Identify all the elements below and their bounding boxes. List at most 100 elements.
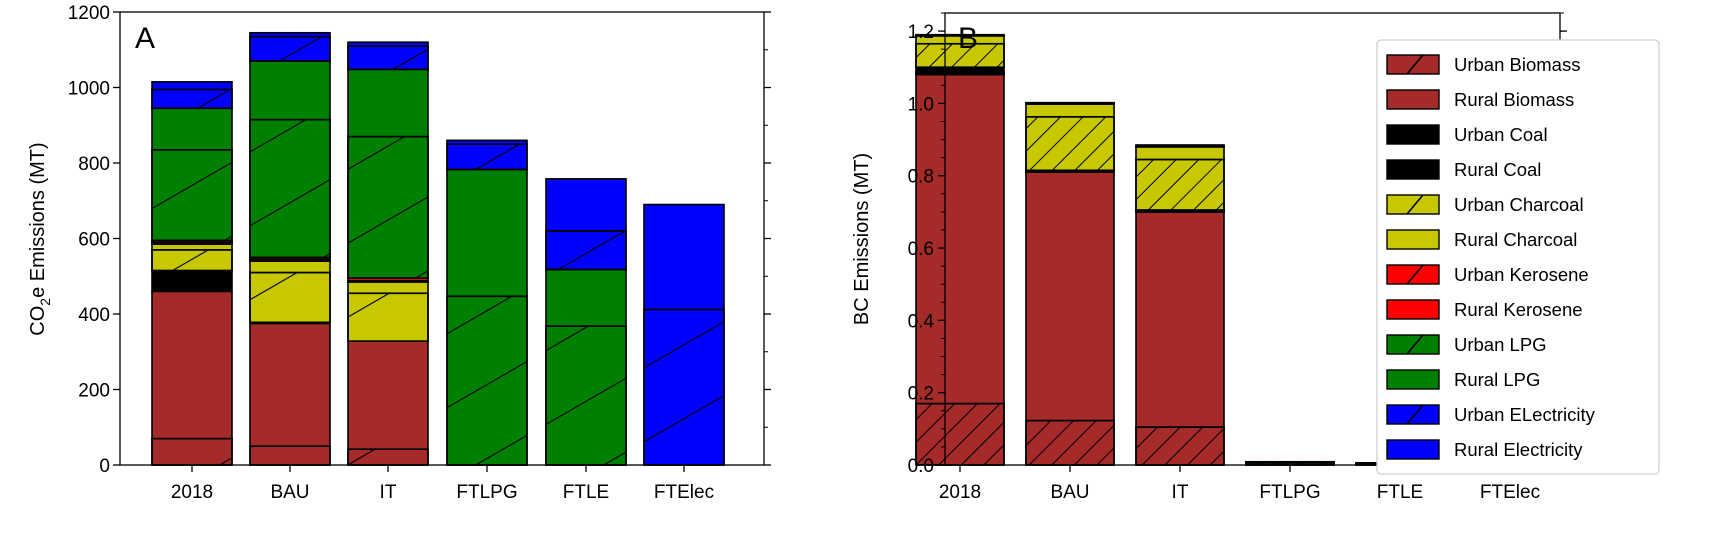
hatch-ftelec-urban-electricity — [643, 308, 725, 466]
bar-2018 — [915, 33, 1005, 466]
hatch-it-urban-lpg — [347, 135, 429, 279]
hatch-bau-urban-biomass — [1025, 419, 1115, 466]
segment-ftlpg-rural-electricity — [1245, 460, 1335, 464]
hatch-it-urban-charcoal — [1135, 158, 1225, 211]
legend-box — [1376, 39, 1660, 475]
segment-2018-rural-lpg — [151, 107, 233, 151]
panel-a-letter: A — [135, 22, 155, 55]
legend: Urban Biomass Rural Biomass Urban Coal Rura… — [1376, 39, 1660, 475]
bar-it — [1135, 144, 1225, 466]
segment-2018-rural-biomass — [151, 290, 233, 440]
bar-bau — [1025, 101, 1115, 466]
legend-item-rural-electricity: Rural Electricity — [1386, 439, 1583, 460]
segment-bau-rural-charcoal — [249, 260, 331, 274]
legend-item-urban-kerosene: Urban Kerosene — [1386, 264, 1589, 285]
hatch-bau-urban-charcoal — [1025, 115, 1115, 172]
panel-a: 0 200 400 600 800 1000 1200 2018 BAU IT FTLPG FTLE… — [27, 3, 771, 503]
hatch-bau-urban-charcoal — [249, 271, 331, 324]
bar-ftelec — [643, 203, 725, 466]
x-tick-label-ftelec: FTElec — [654, 482, 714, 503]
y-tick-label: 1.0 — [908, 94, 934, 115]
panel-b-bars — [915, 33, 1555, 466]
segment-2018-rural-coal — [151, 269, 233, 293]
hatch-it-urban-biomass — [347, 448, 429, 466]
legend-label: Rural Kerosene — [1454, 299, 1583, 320]
legend-swatch — [1386, 299, 1440, 320]
y-tick-label: 200 — [78, 381, 110, 402]
segment-bau-rural-electricity — [1025, 101, 1115, 105]
panel-b: 0.0 0.2 0.4 0.6 0.8 1.0 1.2 2018 BAU IT FTLPG FTLE… — [851, 12, 1660, 503]
hatch-bau-urban-lpg — [249, 118, 331, 259]
segment-it-rural-lpg — [347, 68, 429, 138]
segment-bau-rural-charcoal — [1025, 103, 1115, 118]
y-tick-label: 1200 — [68, 3, 110, 24]
hatch-it-urban-charcoal — [347, 292, 429, 342]
segment-it-rural-charcoal — [347, 281, 429, 295]
legend-label: Urban Coal — [1454, 124, 1548, 145]
y-tick-label: 0.8 — [908, 167, 934, 188]
segment-ftle-rural-lpg — [545, 268, 627, 327]
legend-item-urban-electricity: Urban ELectricity — [1386, 404, 1596, 425]
y-tick-label: 1.2 — [908, 22, 934, 43]
y-tick-label: 600 — [78, 230, 110, 251]
legend-item-urban-lpg: Urban LPG — [1386, 334, 1547, 355]
panel-b-x-axis: 2018 BAU IT FTLPG FTLE FTElec — [939, 465, 1540, 503]
x-tick-label-it: IT — [1172, 482, 1189, 503]
bar-it — [347, 41, 429, 466]
legend-item-urban-biomass: Urban Biomass — [1386, 54, 1580, 75]
segment-bau-rural-biomass — [1025, 171, 1115, 422]
segment-ftelec-rural-electricity — [643, 203, 725, 311]
legend-swatch — [1386, 54, 1440, 75]
segment-it-rural-biomass — [1135, 211, 1225, 428]
x-tick-label-bau: BAU — [1050, 482, 1089, 503]
legend-label: Rural LPG — [1454, 369, 1540, 390]
legend-item-urban-charcoal: Urban Charcoal — [1386, 194, 1584, 215]
legend-item-rural-lpg: Rural LPG — [1386, 369, 1540, 390]
y-tick-label: 0.6 — [908, 239, 934, 260]
legend-hatch — [1406, 194, 1424, 215]
segment-bau-rural-electricity — [249, 31, 331, 38]
hatch-ftlpg-urban-electricity — [446, 143, 528, 171]
legend-swatch — [1386, 124, 1440, 145]
hatch-2018-urban-electricity — [151, 88, 233, 110]
y-tick-label: 0.0 — [908, 456, 934, 477]
legend-label: Rural Charcoal — [1454, 229, 1577, 250]
panel-a-bars — [151, 31, 725, 466]
legend-swatch — [1386, 194, 1440, 215]
hatch-bau-urban-electricity — [249, 35, 331, 62]
hatch-ftle-urban-electricity — [545, 230, 627, 271]
x-tick-label-2018: 2018 — [939, 482, 981, 503]
legend-hatch — [1406, 264, 1424, 285]
legend-swatch — [1386, 369, 1440, 390]
panel-a-x-axis: 2018 BAU IT FTLPG FTLE FTElec — [171, 465, 714, 503]
bar-bau — [249, 31, 331, 466]
panel-b-y-axis-title: BC Emissions (MT) — [851, 153, 873, 325]
legend-label: Urban Kerosene — [1454, 264, 1589, 285]
legend-swatch — [1386, 264, 1440, 285]
panel-a-y-axis: 0 200 400 600 800 1000 1200 — [68, 3, 771, 477]
legend-swatch — [1386, 404, 1440, 425]
legend-item-urban-coal: Urban Coal — [1386, 124, 1548, 145]
legend-swatch — [1386, 229, 1440, 250]
panel-b-letter: B — [958, 22, 978, 55]
legend-hatch — [1406, 334, 1424, 355]
x-tick-label-ftelec: FTElec — [1480, 482, 1540, 503]
bar-ftlpg — [446, 139, 528, 466]
x-tick-label-2018: 2018 — [171, 482, 213, 503]
y-tick-label: 0.4 — [908, 311, 935, 332]
segment-2018-rural-charcoal — [151, 243, 233, 251]
legend-swatch — [1386, 439, 1440, 460]
legend-label: Rural Electricity — [1454, 439, 1583, 460]
bar-2018 — [151, 81, 233, 466]
x-tick-label-ftlpg: FTLPG — [456, 482, 517, 503]
legend-hatch — [1406, 54, 1424, 75]
segment-2018-rural-electricity — [151, 81, 233, 91]
hatch-it-urban-biomass — [1135, 426, 1225, 466]
x-tick-label-ftle: FTLE — [563, 482, 609, 503]
legend-hatch — [1406, 404, 1424, 425]
y-tick-label: 400 — [78, 305, 110, 326]
legend-label: Rural Coal — [1454, 159, 1541, 180]
y-tick-label: 0.2 — [908, 384, 934, 405]
panel-a-y-axis-title: CO2e Emissions (MT) — [27, 142, 53, 335]
